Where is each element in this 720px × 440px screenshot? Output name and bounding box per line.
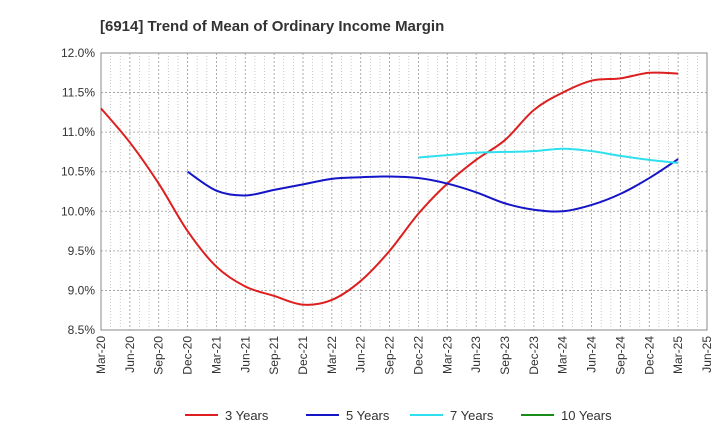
- x-tick-label: Dec-23: [527, 336, 541, 375]
- legend-label-10-years: 10 Years: [561, 408, 612, 423]
- series-line-5-years: [187, 158, 679, 213]
- y-tick-label: 12.0%: [61, 46, 95, 60]
- x-tick-label: Dec-24: [642, 336, 656, 375]
- legend-label-7-years: 7 Years: [450, 408, 494, 423]
- x-tick-label: Jun-21: [238, 336, 252, 373]
- grid-lines: [101, 53, 707, 330]
- plot-area: [100, 52, 708, 331]
- x-tick-label: Jun-24: [585, 336, 599, 373]
- series-line-3-years: [100, 71, 679, 306]
- y-tick-label: 10.0%: [61, 204, 95, 218]
- series-line-7-years: [418, 147, 679, 165]
- y-tick-label: 9.0%: [68, 283, 96, 297]
- x-tick-label: Jun-23: [469, 336, 483, 373]
- x-tick-label: Dec-22: [411, 336, 425, 375]
- chart-title: [6914] Trend of Mean of Ordinary Income …: [100, 18, 444, 35]
- legend: 3 Years 5 Years 7 Years 10 Years: [185, 408, 612, 423]
- x-tick-label: Mar-24: [556, 336, 570, 374]
- y-tick-label: 11.5%: [62, 86, 95, 100]
- x-tick-label: Dec-20: [181, 336, 195, 375]
- x-tick-label: Jun-25: [700, 336, 714, 373]
- y-tick-label: 10.5%: [61, 165, 95, 179]
- series-lines: [100, 71, 679, 306]
- y-axis: 8.5% 9.0% 9.5% 10.0% 10.5% 11.0% 11.5% 12.0%: [61, 46, 95, 337]
- x-tick-label: Sep-24: [613, 336, 627, 375]
- legend-label-5-years: 5 Years: [346, 408, 390, 423]
- y-tick-label: 9.5%: [68, 244, 96, 258]
- x-tick-label: Sep-21: [267, 336, 281, 375]
- x-tick-label: Mar-23: [440, 336, 454, 374]
- y-tick-label: 8.5%: [68, 323, 96, 337]
- y-tick-label: 11.0%: [62, 125, 95, 139]
- x-tick-label: Jun-22: [354, 336, 368, 373]
- x-tick-label: Mar-21: [209, 336, 223, 374]
- x-tick-label: Sep-20: [152, 336, 166, 375]
- x-tick-label: Sep-22: [383, 336, 397, 375]
- x-tick-label: Mar-25: [671, 336, 685, 374]
- x-axis: Mar-20 Jun-20 Sep-20 Dec-20 Mar-21 Jun-21 Sep-…: [94, 336, 714, 375]
- x-tick-label: Jun-20: [123, 336, 137, 373]
- x-tick-label: Mar-22: [325, 336, 339, 374]
- legend-label-3-years: 3 Years: [225, 408, 269, 423]
- x-tick-label: Sep-23: [498, 336, 512, 375]
- x-tick-label: Mar-20: [94, 336, 108, 374]
- x-tick-label: Dec-21: [296, 336, 310, 375]
